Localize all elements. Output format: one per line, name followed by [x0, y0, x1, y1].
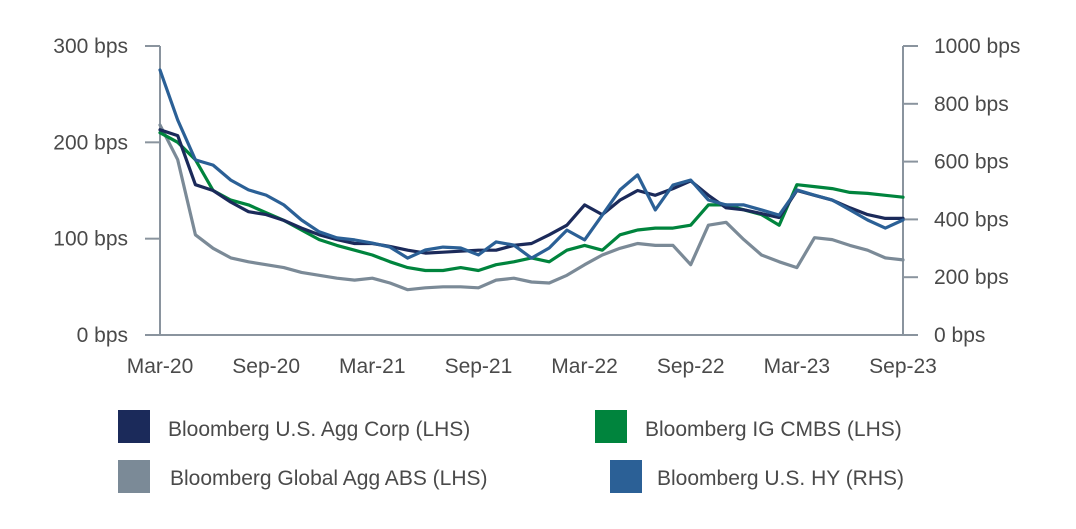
- legend-swatch-cmbs: [595, 410, 627, 443]
- series-line-2: [158, 123, 905, 292]
- x-tick-label: Sep-20: [232, 355, 300, 378]
- x-tick-label: Sep-23: [869, 355, 937, 378]
- x-tick-label: Mar-23: [764, 355, 831, 378]
- left-tick-label: 300 bps: [53, 35, 128, 58]
- series-line-1: [158, 131, 905, 273]
- x-tick-label: Mar-20: [127, 355, 194, 378]
- legend-swatch-hy: [610, 460, 642, 493]
- legend-label-cmbs: Bloomberg IG CMBS (LHS): [645, 418, 902, 441]
- series-lines: [158, 68, 905, 292]
- right-tick-label: 0 bps: [934, 324, 985, 347]
- right-tick-label: 1000 bps: [934, 35, 1020, 58]
- legend-label-hy: Bloomberg U.S. HY (RHS): [657, 467, 904, 490]
- legend-label-abs: Bloomberg Global Agg ABS (LHS): [170, 467, 488, 490]
- right-tick-label: 200 bps: [934, 266, 1009, 289]
- x-tick-label: Mar-22: [551, 355, 618, 378]
- right-tick-label: 400 bps: [934, 208, 1009, 231]
- x-tick-label: Sep-22: [657, 355, 725, 378]
- left-tick-label: 100 bps: [53, 228, 128, 251]
- legend: Bloomberg U.S. Agg Corp (LHS) Bloomberg …: [118, 410, 904, 493]
- series-line-3: [158, 68, 905, 260]
- left-tick-label: 0 bps: [77, 324, 128, 347]
- series-line-0: [158, 128, 905, 255]
- legend-swatch-abs: [118, 460, 150, 493]
- left-tick-label: 200 bps: [53, 131, 128, 154]
- legend-label-corp: Bloomberg U.S. Agg Corp (LHS): [168, 418, 470, 441]
- legend-swatch-corp: [118, 410, 150, 443]
- x-tick-label: Mar-21: [339, 355, 406, 378]
- x-tick-label: Sep-21: [445, 355, 513, 378]
- right-tick-label: 600 bps: [934, 151, 1009, 174]
- axes: 0 bps 100 bps 200 bps 300 bps 0 bps 200 bps 40…: [53, 35, 1020, 378]
- right-tick-label: 800 bps: [934, 93, 1009, 116]
